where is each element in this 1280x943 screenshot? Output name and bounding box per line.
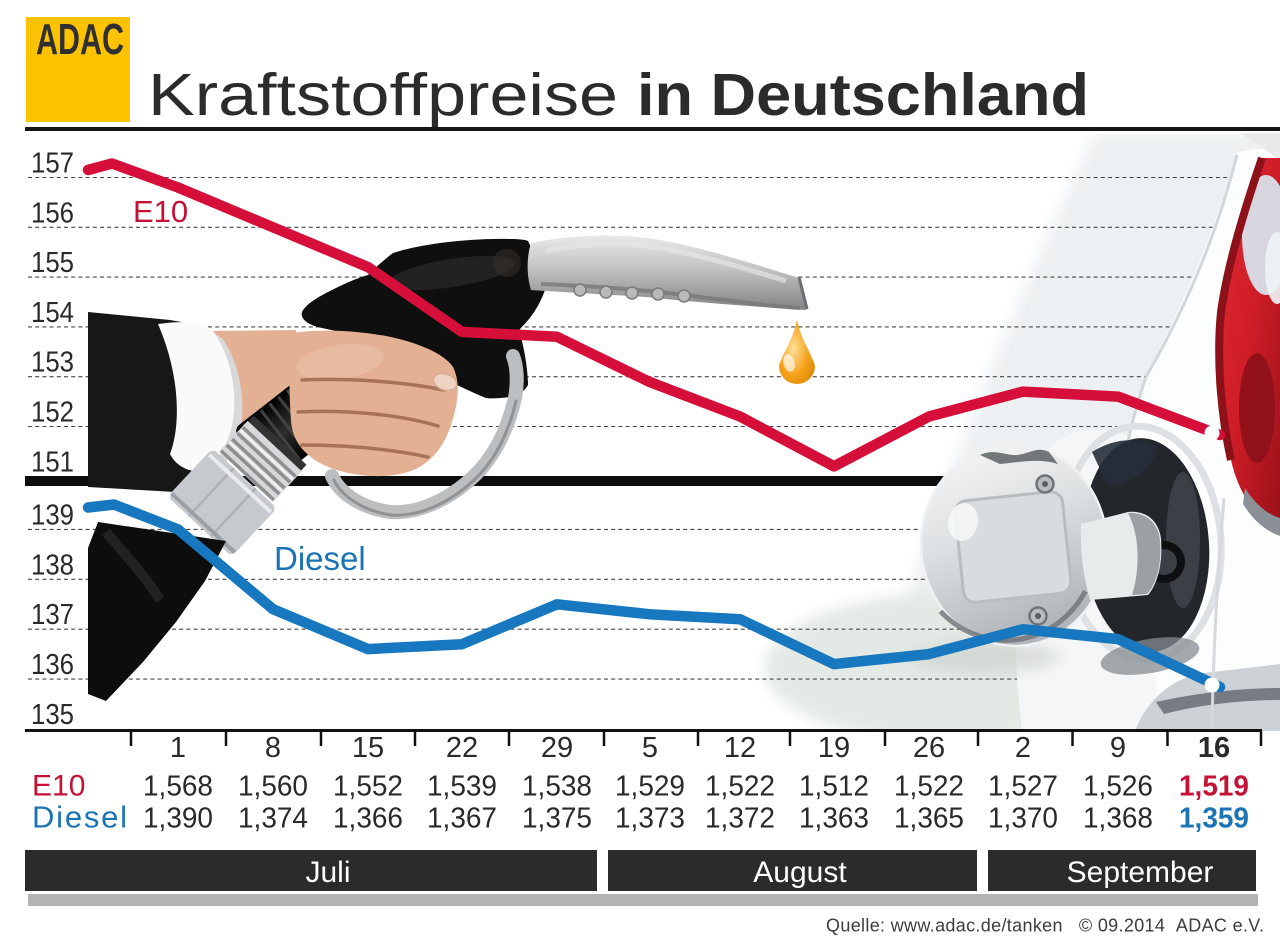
svg-text:29: 29	[541, 732, 573, 764]
svg-text:155: 155	[31, 247, 74, 279]
svg-text:August: August	[753, 856, 847, 889]
svg-text:1,529: 1,529	[615, 771, 685, 803]
svg-text:1,359: 1,359	[1179, 803, 1249, 835]
svg-text:1,370: 1,370	[988, 803, 1058, 835]
svg-text:19: 19	[818, 732, 850, 764]
svg-text:137: 137	[31, 599, 74, 631]
svg-text:1,539: 1,539	[427, 771, 497, 803]
svg-text:22: 22	[446, 732, 478, 764]
svg-text:156: 156	[31, 197, 74, 229]
svg-text:139: 139	[31, 499, 74, 531]
svg-text:in Deutschland: in Deutschland	[637, 62, 1089, 128]
svg-text:9: 9	[1110, 732, 1126, 764]
svg-text:1,365: 1,365	[894, 803, 964, 835]
svg-text:151: 151	[31, 446, 74, 478]
svg-text:1,512: 1,512	[799, 771, 869, 803]
svg-text:16: 16	[1198, 732, 1230, 764]
svg-text:1,372: 1,372	[705, 803, 775, 835]
svg-text:157: 157	[31, 148, 74, 180]
svg-text:1,519: 1,519	[1179, 771, 1249, 803]
svg-text:E10: E10	[133, 194, 188, 229]
svg-text:1,390: 1,390	[143, 803, 213, 835]
svg-text:26: 26	[913, 732, 945, 764]
svg-text:12: 12	[724, 732, 756, 764]
svg-text:1,560: 1,560	[238, 771, 308, 803]
svg-text:15: 15	[352, 732, 384, 764]
svg-text:153: 153	[31, 347, 74, 379]
svg-text:135: 135	[31, 699, 74, 731]
svg-text:Quelle: www.adac.de/tanken ©: Quelle: www.adac.de/tanken © 09.2014 ADA…	[826, 916, 1264, 936]
svg-text:1,368: 1,368	[1083, 803, 1153, 835]
svg-text:1,522: 1,522	[894, 771, 964, 803]
svg-text:1,373: 1,373	[615, 803, 685, 835]
svg-text:September: September	[1067, 856, 1214, 889]
svg-text:8: 8	[265, 732, 281, 764]
svg-text:1,526: 1,526	[1083, 771, 1153, 803]
svg-text:1,367: 1,367	[427, 803, 497, 835]
svg-text:154: 154	[31, 297, 74, 329]
svg-text:5: 5	[642, 732, 658, 764]
svg-text:1,522: 1,522	[705, 771, 775, 803]
svg-text:Kraftstoffpreise: Kraftstoffpreise	[148, 62, 618, 128]
svg-text:Juli: Juli	[305, 856, 350, 889]
svg-text:1,375: 1,375	[522, 803, 592, 835]
svg-text:1,538: 1,538	[522, 771, 592, 803]
svg-text:Diesel: Diesel	[274, 540, 366, 577]
svg-text:138: 138	[31, 549, 74, 581]
svg-text:1,552: 1,552	[333, 771, 403, 803]
svg-text:2: 2	[1015, 732, 1031, 764]
svg-text:1,374: 1,374	[238, 803, 308, 835]
svg-text:1,568: 1,568	[143, 771, 213, 803]
svg-text:1,363: 1,363	[799, 803, 869, 835]
svg-text:1,527: 1,527	[988, 771, 1058, 803]
svg-text:Diesel: Diesel	[32, 800, 127, 835]
svg-text:1: 1	[170, 732, 186, 764]
svg-text:1,366: 1,366	[333, 803, 403, 835]
svg-text:152: 152	[31, 397, 74, 429]
svg-text:ADAC: ADAC	[36, 15, 124, 64]
svg-text:E10: E10	[32, 770, 85, 803]
svg-text:136: 136	[31, 649, 74, 681]
